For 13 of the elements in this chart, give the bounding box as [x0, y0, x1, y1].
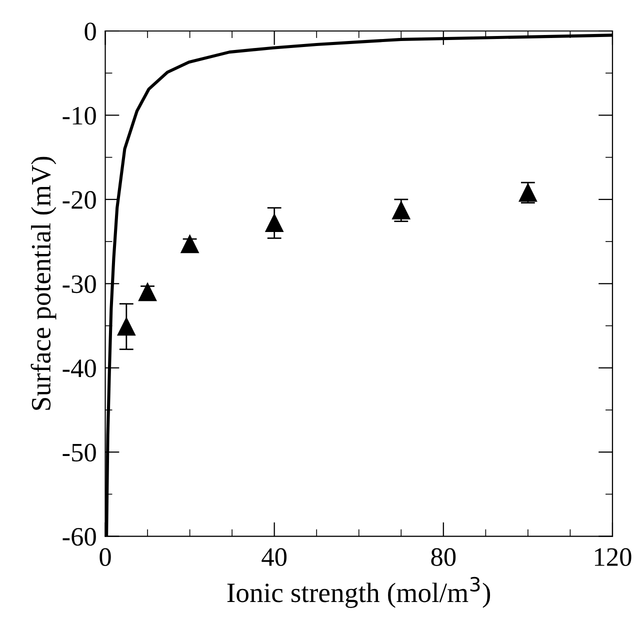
x-tick-label: 80: [431, 548, 456, 566]
y-axis-title: Surface potential (mV): [30, 156, 56, 410]
x-tick-label: 0: [100, 548, 111, 566]
y-tick-label: -50: [62, 444, 96, 462]
y-tick-label: -30: [62, 275, 96, 294]
y-tick-label: -60: [62, 528, 96, 546]
x-axis-title: Ionic strength (mol/m$^{3}$): [227, 576, 490, 608]
y-tick-label: -10: [62, 106, 96, 125]
y-tick-label: -40: [62, 359, 96, 378]
x-tick-label: 40: [262, 548, 287, 566]
y-tick-label: -20: [62, 191, 96, 209]
x-tick-label: 120: [595, 548, 632, 566]
y-tick-label: 0: [84, 22, 96, 40]
